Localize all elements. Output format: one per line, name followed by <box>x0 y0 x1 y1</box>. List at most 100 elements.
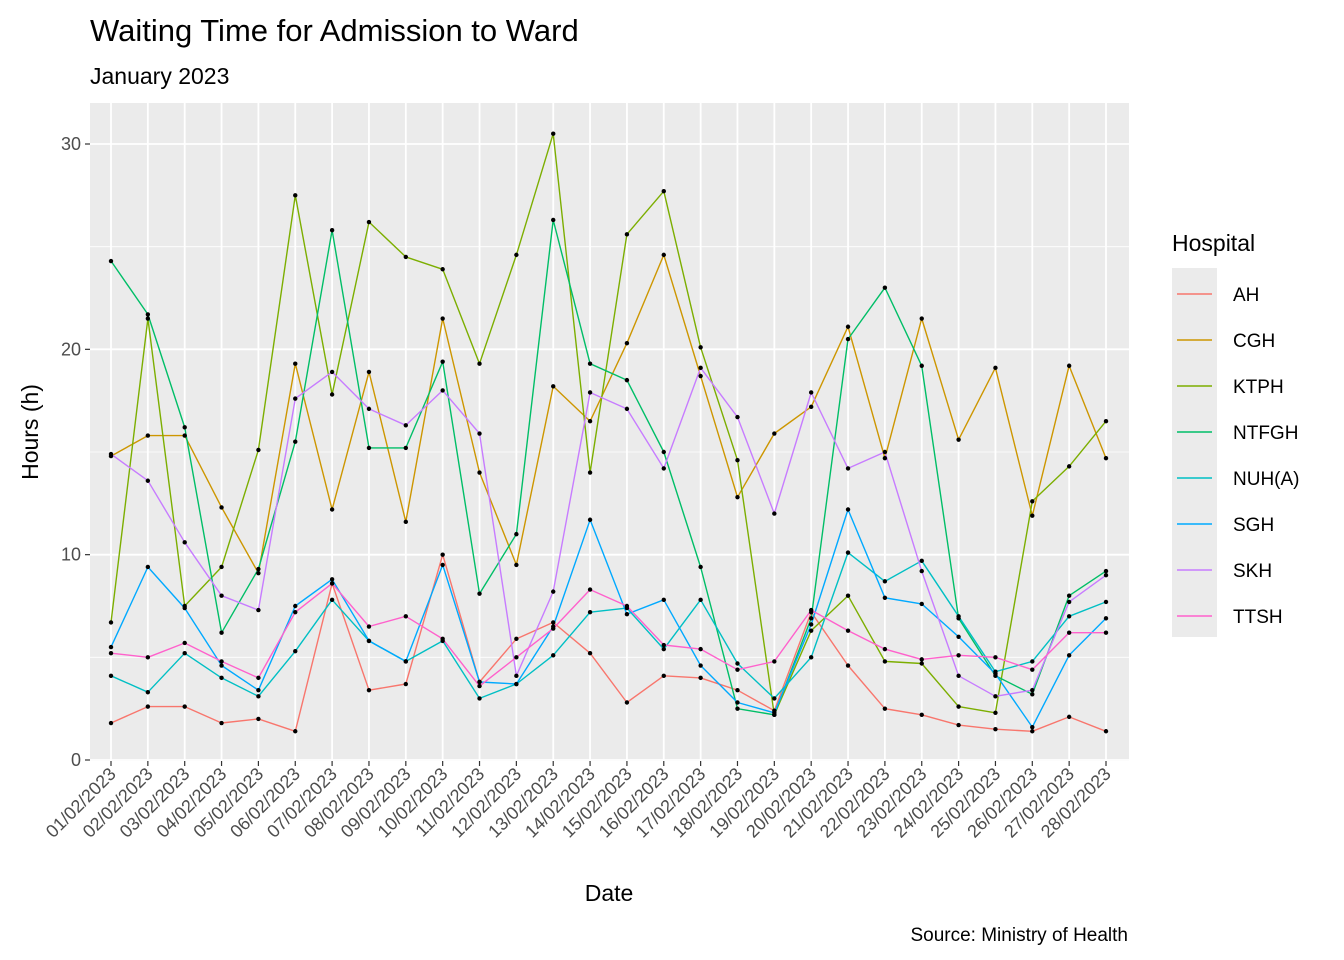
series-line-ah <box>110 554 1107 732</box>
data-point <box>993 727 998 732</box>
data-point <box>882 659 888 664</box>
data-point <box>587 651 593 656</box>
data-point <box>735 667 740 672</box>
data-point <box>551 131 556 136</box>
series-line-cgh <box>110 254 1107 574</box>
data-point <box>1030 729 1035 734</box>
data-point <box>993 655 998 660</box>
data-point <box>145 312 151 317</box>
data-point <box>624 603 630 609</box>
data-point <box>477 591 482 596</box>
y-tick-label: 0 <box>71 750 81 770</box>
x-axis-title: Date <box>585 880 634 906</box>
data-point <box>219 720 224 726</box>
data-point <box>1030 513 1035 518</box>
data-point <box>256 570 261 576</box>
data-point <box>256 716 261 722</box>
data-point <box>219 593 224 598</box>
data-point <box>735 687 740 693</box>
data-point <box>698 675 703 681</box>
data-point <box>808 616 814 621</box>
data-point <box>698 373 703 379</box>
data-point <box>108 258 114 264</box>
data-point <box>624 612 630 617</box>
data-point <box>477 679 482 685</box>
data-point <box>366 624 372 629</box>
legend-label: NTFGH <box>1233 423 1298 444</box>
data-point <box>808 628 814 633</box>
data-point <box>440 562 445 568</box>
chart-caption: Source: Ministry of Health <box>910 925 1128 946</box>
data-point <box>735 706 740 711</box>
data-point <box>477 696 482 701</box>
data-point <box>440 388 445 393</box>
y-tick-label: 10 <box>61 545 81 565</box>
data-point <box>772 511 777 516</box>
data-point <box>403 254 409 260</box>
data-point <box>919 316 924 321</box>
data-point <box>256 687 261 693</box>
data-point <box>587 361 593 366</box>
data-point <box>477 683 482 689</box>
data-point <box>882 449 888 455</box>
data-point <box>882 706 888 711</box>
series-line-ttsh <box>110 582 1106 687</box>
data-point <box>587 390 593 395</box>
data-point <box>551 384 556 389</box>
data-point <box>956 653 961 658</box>
data-point <box>845 336 851 342</box>
data-point <box>514 636 519 642</box>
data-point <box>956 437 961 442</box>
data-point <box>993 671 998 676</box>
data-point <box>698 564 703 570</box>
data-point <box>551 217 556 223</box>
data-point <box>1030 659 1035 664</box>
data-point <box>182 433 187 438</box>
data-point <box>256 607 261 613</box>
data-point <box>1103 455 1109 461</box>
data-point <box>440 636 445 642</box>
data-point <box>845 466 851 471</box>
data-point <box>624 406 630 412</box>
series-line-ktph <box>110 132 1107 716</box>
data-point <box>956 673 961 679</box>
legend-label: SKH <box>1233 561 1272 582</box>
data-point <box>624 377 630 383</box>
data-point <box>919 558 924 564</box>
data-point <box>624 700 630 705</box>
data-point <box>219 663 224 668</box>
data-point <box>514 252 519 258</box>
data-point <box>1103 616 1109 621</box>
data-point <box>1103 573 1109 578</box>
data-point <box>329 369 335 375</box>
data-point <box>219 505 224 510</box>
data-point <box>329 597 335 603</box>
data-point <box>108 673 114 679</box>
data-point <box>108 720 114 726</box>
data-point <box>366 638 372 644</box>
data-point <box>845 324 851 329</box>
data-point <box>1066 714 1072 720</box>
data-point <box>956 722 961 728</box>
data-point <box>514 681 519 687</box>
series-line-nuha <box>110 551 1107 700</box>
data-point <box>735 458 740 463</box>
data-point <box>329 392 335 397</box>
data-point <box>993 694 998 699</box>
data-point <box>587 517 593 522</box>
data-point <box>1030 667 1035 672</box>
data-point <box>882 595 888 600</box>
data-point <box>772 659 777 664</box>
data-point <box>366 406 372 412</box>
data-point <box>329 507 335 512</box>
data-point <box>403 519 409 525</box>
data-point <box>882 455 888 461</box>
data-point <box>661 673 666 679</box>
data-point <box>882 285 888 290</box>
data-point <box>477 361 482 366</box>
data-point <box>1103 630 1109 635</box>
data-point <box>587 609 593 615</box>
data-point <box>256 447 261 453</box>
data-point <box>366 687 372 693</box>
